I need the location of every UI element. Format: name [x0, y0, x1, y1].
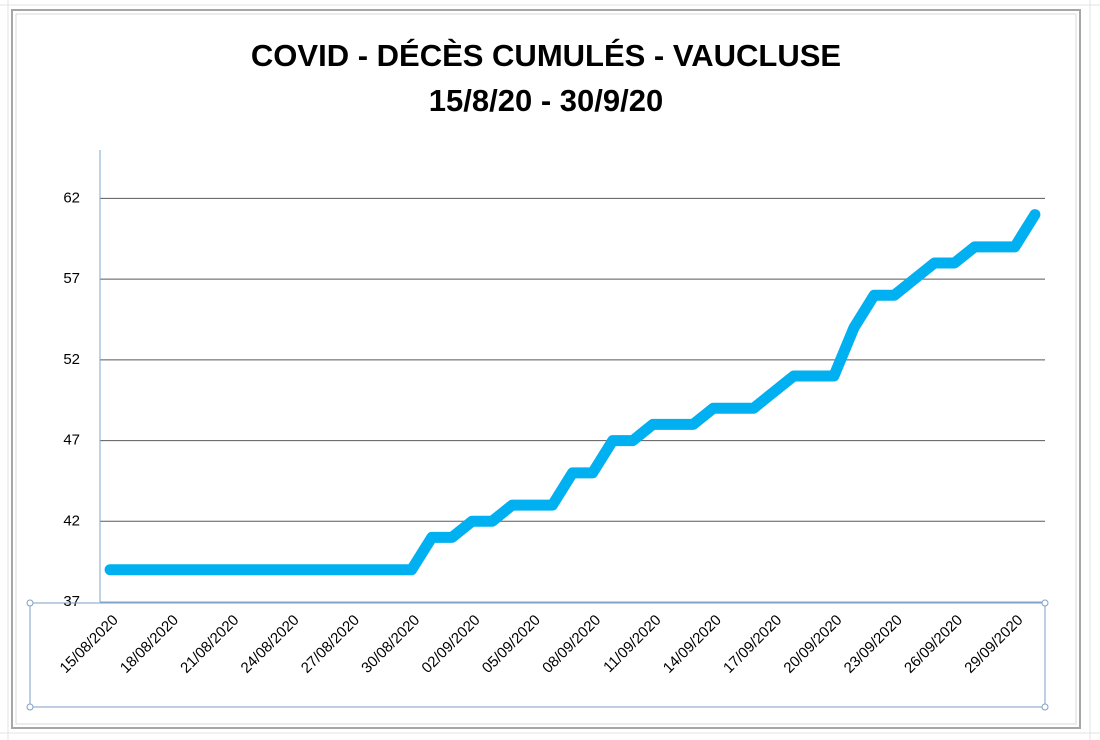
y-tick-label: 42	[63, 512, 80, 529]
y-tick-label: 62	[63, 189, 80, 206]
y-tick-label: 47	[63, 432, 80, 449]
grid	[99, 150, 1045, 603]
chart-title: COVID - DÉCÈS CUMULÉS - VAUCLUSE	[251, 38, 841, 73]
data-line	[104, 209, 1041, 576]
y-tick-label: 57	[63, 270, 80, 287]
selection-handles	[26, 599, 1049, 711]
y-tick-label: 52	[63, 351, 80, 368]
chart-subtitle: 15/8/20 - 30/9/20	[429, 83, 663, 118]
y-tick-label: 37	[63, 593, 80, 610]
chart-frame	[11, 9, 1081, 729]
y-axis: 37 42 47 52 57 62	[63, 189, 80, 610]
chart-area	[15, 13, 1077, 725]
selection-box	[29, 602, 1046, 708]
plot	[104, 209, 1041, 576]
